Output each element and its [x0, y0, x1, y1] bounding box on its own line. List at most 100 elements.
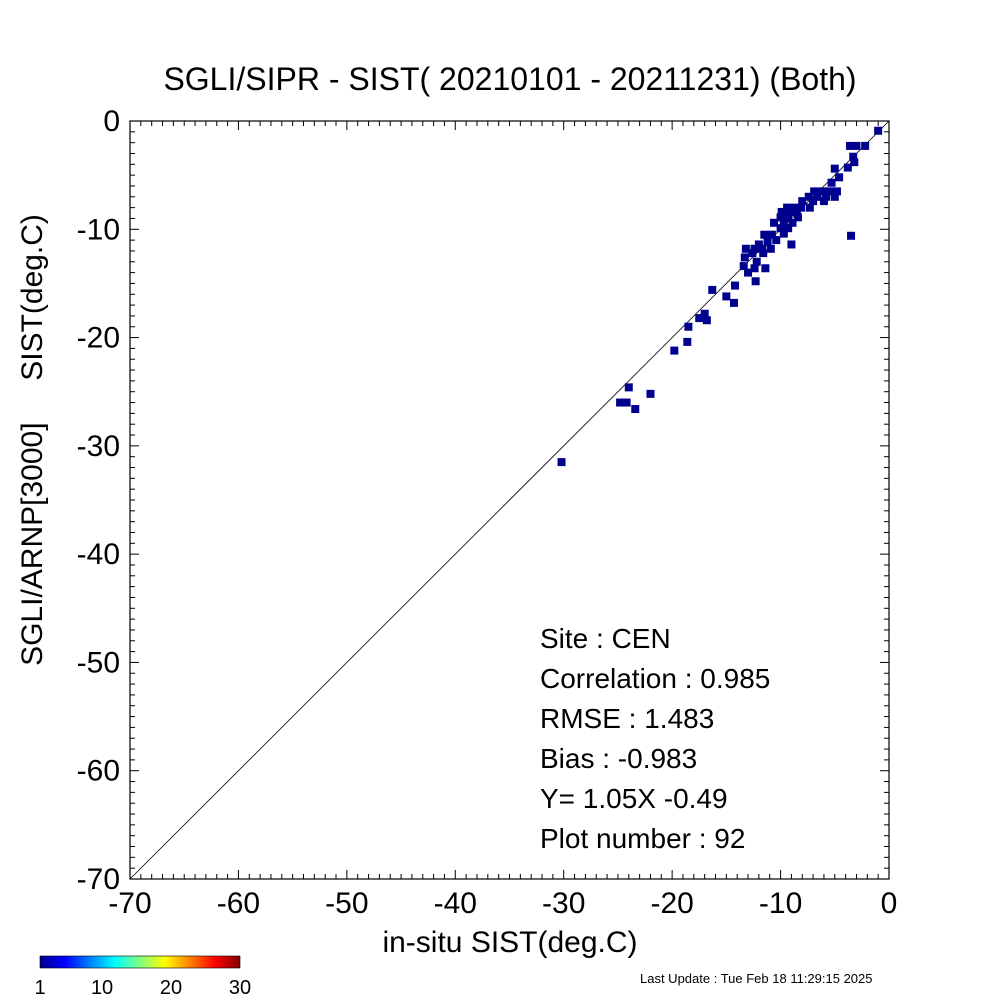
stat-bias: Bias : -0.983: [540, 743, 697, 774]
data-point: [845, 141, 854, 150]
y-tick-label: -70: [77, 863, 120, 896]
colorbar-tick-label: 10: [91, 977, 113, 999]
data-point: [766, 244, 775, 253]
x-tick-label: -50: [325, 887, 368, 920]
data-point: [616, 398, 625, 407]
y-tick-label: -30: [77, 430, 120, 463]
data-point: [819, 197, 828, 206]
data-point: [702, 316, 711, 325]
x-tick-label: 0: [881, 887, 898, 920]
chart-title: SGLI/SIPR - SIST( 20210101 - 20211231) (…: [163, 61, 856, 97]
data-point: [805, 203, 814, 212]
data-point: [624, 383, 633, 392]
x-tick-label: -20: [650, 887, 693, 920]
data-point: [760, 230, 769, 239]
x-axis-label: in-situ SIST(deg.C): [382, 926, 637, 959]
data-point: [758, 244, 767, 253]
data-point: [825, 187, 834, 196]
stat-site: Site : CEN: [540, 623, 671, 654]
stat-correlation: Correlation : 0.985: [540, 663, 770, 694]
y-tick-label: 0: [103, 105, 120, 138]
axis-ticks: [129, 120, 890, 880]
data-point: [874, 126, 883, 135]
data-point: [731, 281, 740, 290]
data-point: [708, 285, 717, 294]
x-tick-label: -60: [217, 887, 260, 920]
plot-frame: [129, 120, 890, 880]
data-point: [779, 218, 788, 227]
data-point: [740, 253, 749, 262]
data-point: [646, 389, 655, 398]
tick-labels: -70 -60 -50 -40 -30 -20 -10 0 -70 -60 -50 -40 -30 -20…: [77, 105, 898, 920]
data-point: [777, 207, 786, 216]
x-tick-label: -40: [434, 887, 477, 920]
data-point: [850, 158, 859, 167]
data-point: [843, 163, 852, 172]
data-point: [748, 249, 757, 258]
stat-rmse: RMSE : 1.483: [540, 703, 714, 734]
data-point: [784, 224, 793, 233]
data-point: [767, 230, 776, 239]
data-point: [809, 197, 818, 206]
data-point: [631, 405, 640, 414]
data-point: [759, 249, 768, 258]
data-point: [622, 398, 631, 407]
data-point: [793, 213, 802, 222]
data-point: [779, 229, 788, 238]
data-point: [695, 314, 704, 323]
data-point: [787, 240, 796, 249]
x-tick-label: -70: [108, 887, 151, 920]
data-point: [792, 207, 801, 216]
data-point: [785, 207, 794, 216]
data-point: [817, 187, 826, 196]
x-tick-label: -10: [759, 887, 802, 920]
data-point: [751, 277, 760, 286]
data-point: [761, 264, 770, 273]
data-point: [827, 178, 836, 187]
data-point: [835, 173, 844, 182]
data-point: [776, 213, 785, 222]
x-tick-label: -30: [542, 887, 585, 920]
data-point: [722, 292, 731, 301]
stat-regression: Y= 1.05X -0.49: [540, 783, 728, 814]
data-point: [670, 346, 679, 355]
y-tick-label: -20: [77, 322, 120, 355]
data-point: [741, 244, 750, 253]
data-point: [750, 244, 759, 253]
data-point: [684, 322, 693, 331]
data-point: [772, 236, 781, 245]
colorbar-labels: 1 10 20 30: [34, 977, 251, 999]
y-tick-label: -50: [77, 646, 120, 679]
data-point: [750, 264, 759, 273]
data-point: [788, 218, 797, 227]
data-points: [557, 126, 883, 467]
data-point: [770, 218, 779, 227]
last-update-text: Last Update : Tue Feb 18 11:29:15 2025: [640, 971, 873, 986]
stat-plot-number: Plot number : 92: [540, 823, 745, 854]
data-point: [557, 458, 566, 467]
y-tick-label: -40: [77, 538, 120, 571]
data-point: [861, 141, 870, 150]
data-point: [683, 337, 692, 346]
data-point: [739, 262, 748, 271]
data-point: [763, 238, 772, 247]
data-point: [797, 203, 806, 212]
data-point: [804, 192, 813, 201]
data-point: [754, 240, 763, 249]
y-tick-label: -10: [77, 213, 120, 246]
colorbar-tick-label: 20: [160, 977, 182, 999]
data-point: [798, 197, 807, 206]
data-point: [852, 141, 861, 150]
data-point: [752, 257, 761, 266]
data-point: [744, 268, 753, 277]
data-point: [729, 298, 738, 307]
data-point: [832, 187, 841, 196]
data-point: [830, 164, 839, 173]
data-point: [813, 192, 822, 201]
colorbar-tick-label: 1: [34, 977, 45, 999]
y-tick-label: -60: [77, 755, 120, 788]
data-point: [849, 152, 858, 161]
data-point: [789, 203, 798, 212]
data-point: [822, 192, 831, 201]
